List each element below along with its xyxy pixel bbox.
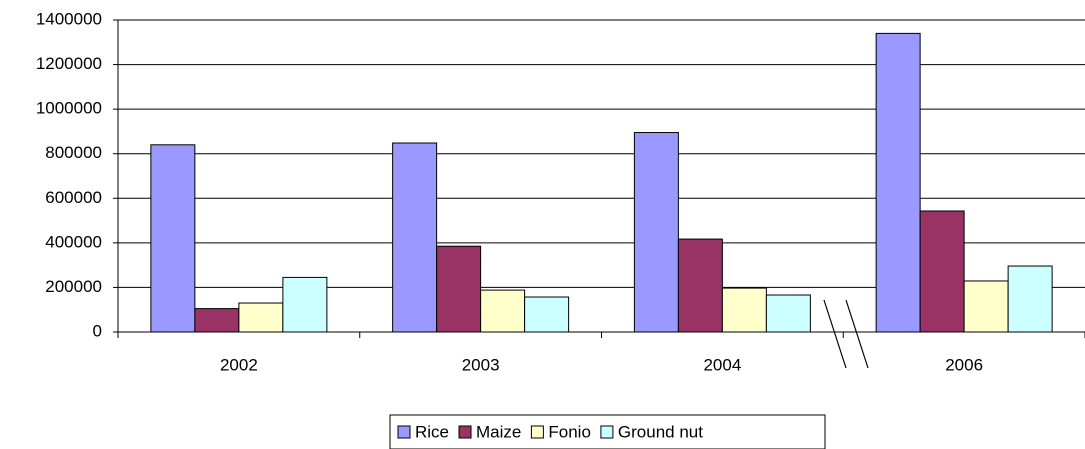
legend-label: Fonio (548, 422, 591, 441)
bar (765, 294, 811, 333)
bar (875, 32, 921, 333)
legend-label: Rice (415, 422, 449, 441)
bar (194, 308, 240, 333)
bar (721, 287, 767, 333)
x-tick-label: 2004 (703, 355, 741, 374)
axis-break (845, 299, 869, 369)
x-tick-label: 2003 (462, 355, 500, 374)
y-tick-label: 1400000 (36, 9, 102, 28)
bar (919, 210, 965, 333)
y-tick-label: 200000 (45, 277, 102, 296)
y-tick-label: 600000 (45, 188, 102, 207)
legend-swatch (458, 425, 472, 439)
axis-break (823, 299, 847, 369)
bar (436, 245, 482, 333)
bar (150, 144, 196, 333)
bar (282, 276, 328, 333)
legend-label: Maize (476, 422, 521, 441)
legend-swatch (397, 425, 411, 439)
bar (524, 296, 570, 333)
bar (1007, 265, 1053, 333)
x-tick-label: 2002 (220, 355, 258, 374)
legend-swatch (530, 425, 544, 439)
x-tick-label: 2006 (945, 355, 983, 374)
bar (677, 238, 723, 333)
bar (480, 289, 526, 333)
bar (392, 142, 438, 333)
y-tick-label: 0 (93, 321, 102, 340)
bar (963, 280, 1009, 333)
bar (633, 132, 679, 333)
legend-label: Ground nut (618, 422, 703, 441)
legend-swatch (600, 425, 614, 439)
y-tick-label: 1200000 (36, 54, 102, 73)
y-tick-label: 800000 (45, 143, 102, 162)
bar (238, 302, 284, 333)
y-tick-label: 1000000 (36, 99, 102, 118)
y-tick-label: 400000 (45, 232, 102, 251)
